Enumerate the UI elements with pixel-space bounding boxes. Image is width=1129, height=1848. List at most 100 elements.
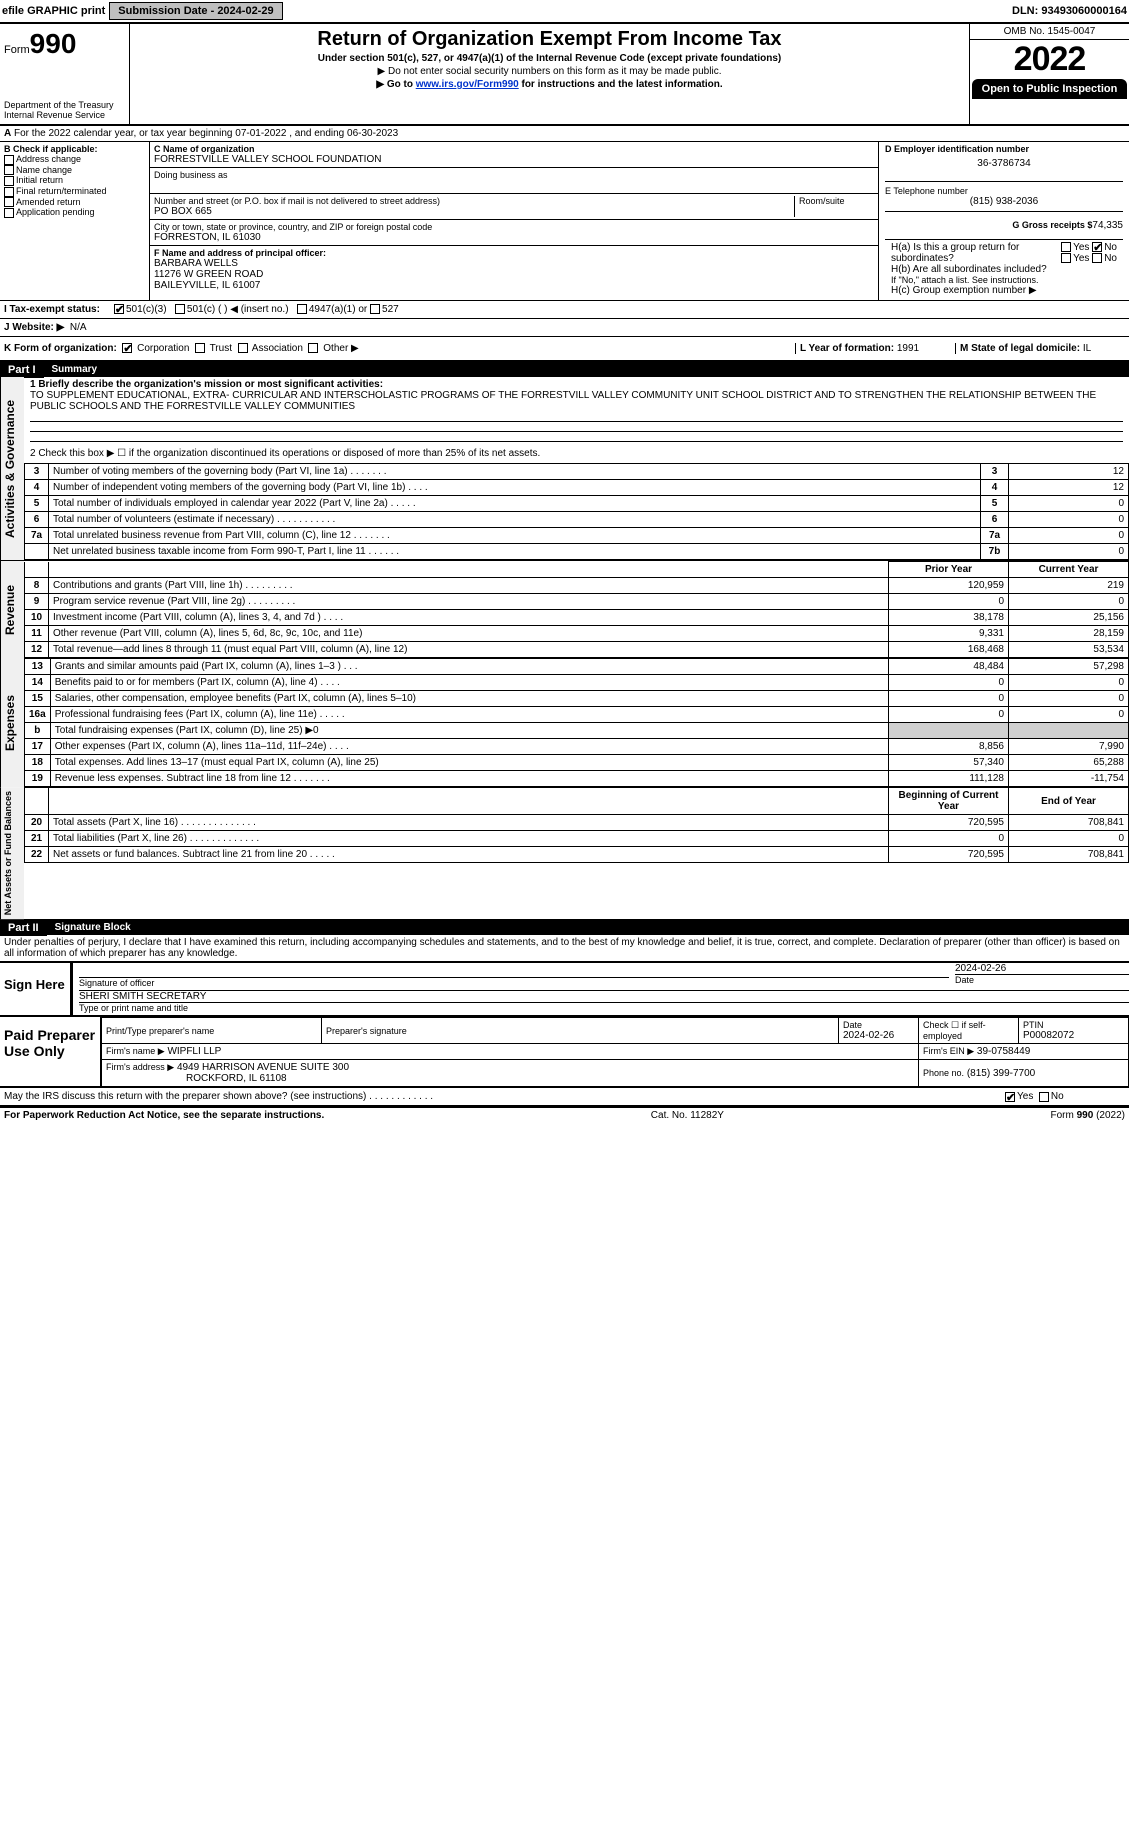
- current-value: 25,156: [1009, 610, 1129, 626]
- prior-value: 8,856: [889, 739, 1009, 755]
- prior-value: 0: [889, 594, 1009, 610]
- open-public-badge: Open to Public Inspection: [972, 79, 1127, 99]
- line-text: Salaries, other compensation, employee b…: [50, 691, 888, 707]
- cb-app-pending[interactable]: [4, 208, 14, 218]
- line-text: Total unrelated business revenue from Pa…: [49, 528, 981, 544]
- line-box: 7a: [981, 528, 1009, 544]
- cb-501c3[interactable]: [114, 304, 124, 314]
- q2-line: 2 Check this box ▶ ☐ if the organization…: [24, 444, 1129, 463]
- cb-4947[interactable]: [297, 304, 307, 314]
- line-text: Professional fundraising fees (Part IX, …: [50, 707, 888, 723]
- cb-ha-no[interactable]: [1092, 242, 1102, 252]
- line-box: 5: [981, 496, 1009, 512]
- line-num: 9: [25, 594, 49, 610]
- prior-value: 0: [889, 707, 1009, 723]
- firm-addr2: ROCKFORD, IL 61108: [106, 1073, 914, 1084]
- prior-value: [889, 723, 1009, 739]
- part2-title: Part II: [0, 920, 47, 936]
- line-text: Other revenue (Part VIII, column (A), li…: [49, 626, 889, 642]
- current-value: [1009, 723, 1129, 739]
- cb-address-change[interactable]: [4, 155, 14, 165]
- cb-hb-yes[interactable]: [1061, 253, 1071, 263]
- line-num: 4: [25, 480, 49, 496]
- prior-value: 9,331: [889, 626, 1009, 642]
- line-text: Number of independent voting members of …: [49, 480, 981, 496]
- cb-final-return[interactable]: [4, 187, 14, 197]
- line-num: 5: [25, 496, 49, 512]
- cb-discuss-no[interactable]: [1039, 1092, 1049, 1102]
- line-num: 7a: [25, 528, 49, 544]
- current-value: -11,754: [1009, 771, 1129, 787]
- line-num: [25, 544, 49, 560]
- cb-initial-return[interactable]: [4, 176, 14, 186]
- line-text: Total expenses. Add lines 13–17 (must eq…: [50, 755, 888, 771]
- cb-name-change[interactable]: [4, 165, 14, 175]
- current-value: 57,298: [1009, 659, 1129, 675]
- line-num: 19: [25, 771, 51, 787]
- cb-discuss-yes[interactable]: [1005, 1092, 1015, 1102]
- irs-label: Internal Revenue Service: [4, 110, 125, 120]
- entity-block: B Check if applicable: Address change Na…: [0, 142, 1129, 301]
- current-value: 0: [1009, 831, 1129, 847]
- firm-name: WIPFLI LLP: [167, 1046, 221, 1057]
- irs-link[interactable]: www.irs.gov/Form990: [416, 79, 519, 90]
- line-num: 16a: [25, 707, 51, 723]
- form-title: Return of Organization Exempt From Incom…: [138, 28, 961, 51]
- q1-label: 1 Briefly describe the organization's mi…: [30, 379, 1123, 390]
- line-text: Investment income (Part VIII, column (A)…: [49, 610, 889, 626]
- line-value: 0: [1009, 512, 1129, 528]
- line-text: Total number of volunteers (estimate if …: [49, 512, 981, 528]
- cb-501c[interactable]: [175, 304, 185, 314]
- year-formation: 1991: [897, 343, 919, 354]
- line-box: 4: [981, 480, 1009, 496]
- cb-k-other[interactable]: [308, 343, 318, 353]
- cb-hb-no[interactable]: [1092, 253, 1102, 263]
- room-label: Room/suite: [799, 196, 874, 206]
- line-text: Net assets or fund balances. Subtract li…: [49, 847, 889, 863]
- line-value: 12: [1009, 464, 1129, 480]
- cb-amended[interactable]: [4, 197, 14, 207]
- state-domicile: IL: [1083, 343, 1091, 354]
- sign-here-block: Sign Here Signature of officer 2024-02-2…: [0, 961, 1129, 1015]
- prior-value: 720,595: [889, 815, 1009, 831]
- cb-ha-yes[interactable]: [1061, 242, 1071, 252]
- officer-addr2: BAILEYVILLE, IL 61007: [154, 280, 874, 291]
- line-text: Total liabilities (Part X, line 26) . . …: [49, 831, 889, 847]
- net-table: Beginning of Current YearEnd of Year 20T…: [24, 787, 1129, 863]
- line-num: 12: [25, 642, 49, 658]
- hb-label: H(b) Are all subordinates included?: [891, 264, 1047, 275]
- period-line: For the 2022 calendar year, or tax year …: [14, 128, 398, 139]
- line-text: Revenue less expenses. Subtract line 18 …: [50, 771, 888, 787]
- line-num: 13: [25, 659, 51, 675]
- omb-number: OMB No. 1545-0047: [970, 24, 1129, 40]
- org-name: FORRESTVILLE VALLEY SCHOOL FOUNDATION: [154, 154, 874, 165]
- signer-name: SHERI SMITH SECRETARY: [79, 991, 1129, 1002]
- line-value: 0: [1009, 496, 1129, 512]
- sig-officer-label: Signature of officer: [79, 977, 949, 988]
- submission-date-button[interactable]: Submission Date - 2024-02-29: [109, 2, 282, 20]
- line-text: Net unrelated business taxable income fr…: [49, 544, 981, 560]
- penalties-text: Under penalties of perjury, I declare th…: [0, 935, 1129, 961]
- e-phone-label: E Telephone number: [885, 186, 1123, 196]
- city-value: FORRESTON, IL 61030: [154, 232, 874, 243]
- ein-value: 36-3786734: [885, 158, 1123, 169]
- d-ein-label: D Employer identification number: [885, 144, 1123, 154]
- cb-k-trust[interactable]: [195, 343, 205, 353]
- line-num: 3: [25, 464, 49, 480]
- sig-date-label: Date: [955, 974, 1129, 985]
- prior-value: 720,595: [889, 847, 1009, 863]
- line-num: 15: [25, 691, 51, 707]
- efile-topbar: efile GRAPHIC print Submission Date - 20…: [0, 0, 1129, 22]
- hb-note: If "No," attach a list. See instructions…: [891, 275, 1047, 285]
- line-num: 11: [25, 626, 49, 642]
- line-box: 3: [981, 464, 1009, 480]
- ha-label: H(a) Is this a group return for subordin…: [891, 242, 1047, 264]
- cb-k-corp[interactable]: [122, 343, 132, 353]
- discuss-question: May the IRS discuss this return with the…: [4, 1091, 1005, 1102]
- goto-prefix: ▶ Go to: [376, 79, 415, 90]
- current-value: 0: [1009, 594, 1129, 610]
- cb-527[interactable]: [370, 304, 380, 314]
- current-value: 0: [1009, 691, 1129, 707]
- pp-self-employed: Check ☐ if self-employed: [919, 1018, 1019, 1044]
- cb-k-assoc[interactable]: [238, 343, 248, 353]
